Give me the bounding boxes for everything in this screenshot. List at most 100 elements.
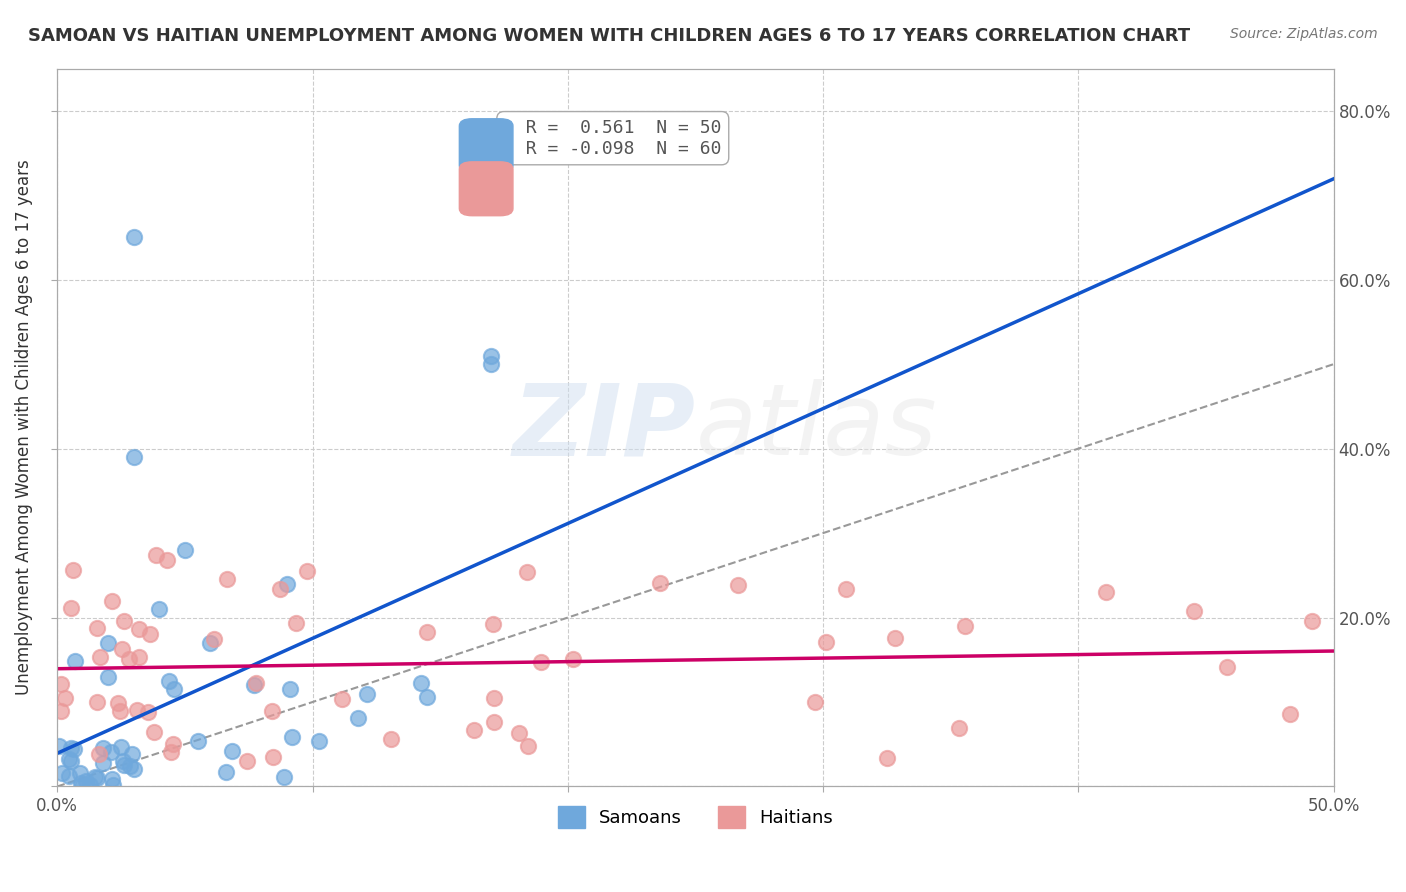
Point — [58, 768, 80, 782]
Point — [139, 627, 162, 641]
Point — [727, 578, 749, 592]
Point — [948, 721, 970, 735]
Point — [162, 737, 184, 751]
Point — [128, 649, 150, 664]
Point — [107, 697, 129, 711]
Point — [278, 681, 301, 696]
Point — [416, 625, 439, 640]
Point — [100, 745, 122, 759]
Point — [145, 548, 167, 562]
Point — [112, 614, 135, 628]
Point — [276, 576, 298, 591]
Point — [245, 676, 267, 690]
Point — [111, 642, 134, 657]
Point — [202, 632, 225, 647]
Point — [330, 692, 353, 706]
Legend: Samoans, Haitians: Samoans, Haitians — [550, 798, 841, 835]
Point — [815, 635, 838, 649]
Point — [110, 739, 132, 754]
Point — [97, 670, 120, 684]
Point — [112, 757, 135, 772]
Point — [479, 349, 502, 363]
Point — [463, 723, 485, 737]
Point — [156, 553, 179, 567]
Point — [1216, 659, 1239, 673]
Point — [517, 739, 540, 754]
Point — [86, 695, 108, 709]
Point — [120, 758, 142, 772]
Point — [484, 714, 506, 729]
Point — [122, 450, 145, 464]
Point — [409, 676, 432, 690]
Point — [280, 730, 302, 744]
Point — [79, 778, 101, 792]
Point — [356, 687, 378, 701]
Point — [48, 739, 70, 753]
Point — [60, 600, 83, 615]
Point — [1278, 706, 1301, 721]
Point — [481, 616, 503, 631]
Point — [60, 754, 83, 768]
Text: R =  0.561  N = 50
  R = -0.098  N = 60: R = 0.561 N = 50 R = -0.098 N = 60 — [503, 119, 721, 158]
Point — [273, 770, 295, 784]
Point — [97, 636, 120, 650]
Point — [118, 652, 141, 666]
Point — [125, 702, 148, 716]
Point — [91, 741, 114, 756]
Point — [70, 779, 93, 793]
Point — [163, 681, 186, 696]
Point — [69, 776, 91, 790]
Point — [187, 734, 209, 748]
Point — [308, 734, 330, 748]
Point — [111, 754, 134, 768]
Point — [835, 582, 858, 597]
Point — [122, 230, 145, 244]
Point — [86, 771, 108, 785]
Point — [1095, 585, 1118, 599]
Point — [883, 631, 905, 645]
Point — [103, 778, 125, 792]
Point — [221, 744, 243, 758]
Point — [1182, 604, 1205, 618]
Point — [83, 770, 105, 784]
Point — [101, 594, 124, 608]
Point — [243, 678, 266, 692]
Point — [508, 726, 530, 740]
Point — [69, 765, 91, 780]
Point — [138, 706, 160, 720]
Point — [215, 764, 238, 779]
Text: SAMOAN VS HAITIAN UNEMPLOYMENT AMONG WOMEN WITH CHILDREN AGES 6 TO 17 YEARS CORR: SAMOAN VS HAITIAN UNEMPLOYMENT AMONG WOM… — [28, 27, 1191, 45]
Point — [89, 650, 111, 665]
Point — [217, 572, 239, 586]
Point — [148, 602, 170, 616]
Point — [63, 655, 86, 669]
Point — [143, 725, 166, 739]
Point — [562, 652, 585, 666]
Point — [51, 676, 73, 690]
Text: atlas: atlas — [696, 379, 936, 476]
Point — [60, 740, 83, 755]
Point — [530, 656, 553, 670]
Point — [51, 766, 73, 780]
Text: Source: ZipAtlas.com: Source: ZipAtlas.com — [1230, 27, 1378, 41]
Point — [295, 564, 318, 578]
Point — [128, 622, 150, 636]
FancyBboxPatch shape — [460, 119, 513, 173]
Point — [110, 704, 132, 718]
Point — [200, 636, 222, 650]
Point — [159, 746, 181, 760]
Point — [100, 772, 122, 786]
Point — [479, 357, 502, 371]
Point — [380, 731, 402, 746]
Point — [648, 575, 671, 590]
Point — [1301, 614, 1323, 628]
Point — [269, 582, 291, 596]
Point — [416, 690, 439, 704]
Point — [121, 747, 143, 761]
Point — [284, 615, 307, 630]
Point — [75, 774, 97, 789]
Point — [49, 704, 72, 718]
Point — [174, 543, 197, 558]
Point — [953, 618, 976, 632]
Point — [86, 621, 108, 635]
